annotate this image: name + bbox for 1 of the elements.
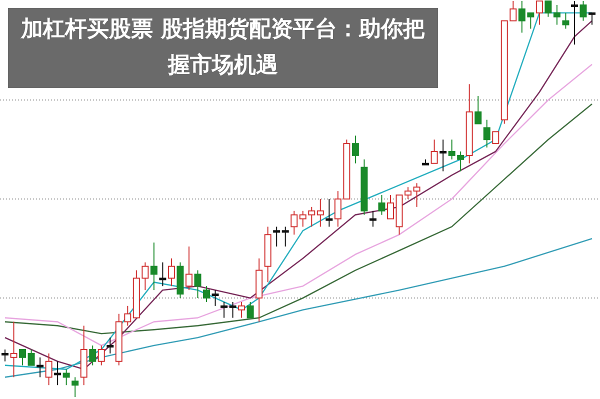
- text: 加杠杆买股票 股指期货配资平台：助你把握市场机遇: [8, 8, 438, 88]
